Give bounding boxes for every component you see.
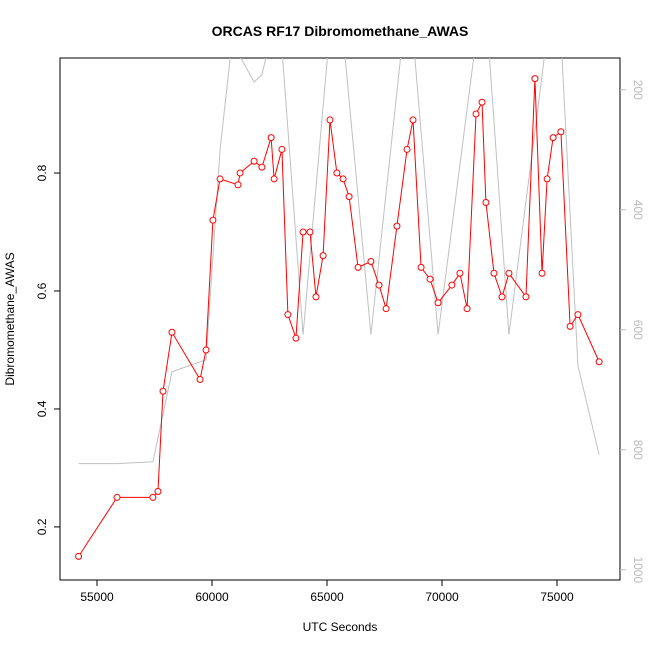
series-line <box>78 78 600 557</box>
data-point <box>159 387 167 395</box>
y2-tick-label: 1000 <box>631 556 645 583</box>
data-point <box>319 252 327 260</box>
data-point <box>326 116 334 124</box>
data-point <box>292 334 300 342</box>
data-point <box>270 175 278 183</box>
data-point <box>75 552 83 560</box>
data-point <box>149 493 157 501</box>
data-point <box>595 358 603 366</box>
data-point <box>478 98 486 106</box>
y-tick-label: 0.2 <box>35 518 49 535</box>
data-point <box>393 222 401 230</box>
data-point <box>505 269 513 277</box>
data-point <box>382 305 390 313</box>
x-tick-label: 75000 <box>540 590 574 604</box>
data-point <box>236 169 244 177</box>
y-tick-label: 0.8 <box>35 164 49 181</box>
data-point <box>434 299 442 307</box>
data-point <box>498 293 506 301</box>
data-point <box>549 134 557 142</box>
x-tick-label: 60000 <box>195 590 229 604</box>
data-point <box>258 163 266 171</box>
data-point <box>168 328 176 336</box>
data-point <box>426 275 434 283</box>
data-point <box>538 269 546 277</box>
data-point <box>306 228 314 236</box>
data-point <box>250 157 258 165</box>
data-point <box>284 311 292 319</box>
data-point <box>456 269 464 277</box>
data-point <box>490 269 498 277</box>
data-point <box>472 110 480 118</box>
data-point <box>267 134 275 142</box>
data-point <box>339 175 347 183</box>
chart-title: ORCAS RF17 Dibromomethane_AWAS <box>212 23 469 39</box>
data-point <box>375 281 383 289</box>
data-point <box>354 263 362 271</box>
data-point <box>234 181 242 189</box>
data-point <box>345 193 353 201</box>
data-point <box>278 145 286 153</box>
y2-tick-label: 400 <box>631 200 645 220</box>
data-point <box>557 128 565 136</box>
data-point <box>403 145 411 153</box>
y-axis-label: Dibromomethane_AWAS <box>3 252 17 385</box>
x-tick-label: 55000 <box>80 590 114 604</box>
series-line <box>78 58 600 465</box>
data-point <box>417 263 425 271</box>
data-point <box>482 199 490 207</box>
data-point <box>367 257 375 265</box>
data-point <box>299 228 307 236</box>
data-point <box>154 488 162 496</box>
data-point <box>202 346 210 354</box>
data-point <box>333 169 341 177</box>
data-point <box>209 216 217 224</box>
data-point <box>574 311 582 319</box>
y-tick-label: 0.4 <box>35 400 49 417</box>
data-point <box>113 493 121 501</box>
y2-tick-label: 200 <box>631 80 645 100</box>
data-point <box>566 322 574 330</box>
y2-tick-label: 600 <box>631 320 645 340</box>
data-point <box>543 175 551 183</box>
data-point <box>448 281 456 289</box>
data-point <box>531 75 539 83</box>
data-point <box>463 305 471 313</box>
plot-frame <box>59 57 621 581</box>
y-tick-label: 0.6 <box>35 282 49 299</box>
x-axis-label: UTC Seconds <box>303 620 378 634</box>
plot-area <box>75 58 603 560</box>
x-tick-label: 70000 <box>425 590 459 604</box>
y2-tick-label: 800 <box>631 440 645 460</box>
data-point <box>409 116 417 124</box>
data-point <box>312 293 320 301</box>
data-point <box>522 293 530 301</box>
data-point <box>216 175 224 183</box>
x-tick-label: 65000 <box>310 590 344 604</box>
data-point <box>196 375 204 383</box>
